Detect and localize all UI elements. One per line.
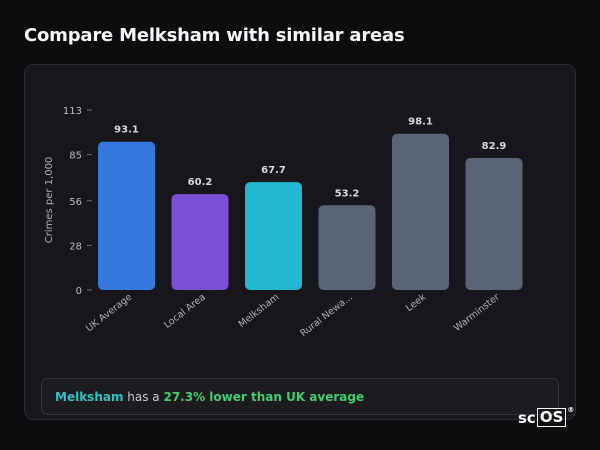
x-tick-label: Rural Newa... bbox=[298, 292, 355, 340]
bar bbox=[392, 133, 449, 290]
data-label: 53.2 bbox=[335, 188, 360, 199]
summary-area-name: Melksham bbox=[55, 390, 124, 404]
data-label: 93.1 bbox=[114, 125, 139, 136]
x-tick-label: Local Area bbox=[162, 292, 208, 331]
brand-logo-boxed: OS bbox=[536, 408, 567, 427]
y-tick-label: 56 bbox=[69, 197, 82, 208]
x-tick-label: Melksham bbox=[237, 292, 282, 330]
bar bbox=[98, 141, 155, 290]
data-label: 67.7 bbox=[261, 165, 286, 176]
summary-bar: Melksham has a 27.3% lower than UK avera… bbox=[41, 378, 559, 415]
x-tick-label: UK Average bbox=[84, 292, 134, 335]
bar bbox=[245, 182, 302, 290]
x-tick-label: Leek bbox=[404, 291, 429, 314]
x-tick-label: Warminster bbox=[452, 292, 502, 334]
bar bbox=[318, 205, 376, 290]
registered-mark: ® bbox=[567, 405, 575, 414]
summary-connector: has a bbox=[123, 390, 164, 404]
bar bbox=[465, 157, 523, 290]
data-label: 82.9 bbox=[482, 141, 507, 152]
data-label: 98.1 bbox=[408, 117, 433, 128]
y-axis-label: Crimes per 1,000 bbox=[44, 157, 55, 244]
brand-logo: sc OS ® bbox=[518, 405, 575, 427]
y-tick-label: 85 bbox=[69, 151, 82, 162]
y-tick-label: 28 bbox=[69, 241, 82, 252]
y-tick-label: 113 bbox=[63, 106, 82, 117]
y-tick-label: 0 bbox=[76, 286, 82, 297]
data-label: 60.2 bbox=[188, 177, 213, 188]
brand-logo-prefix: sc bbox=[518, 408, 536, 427]
summary-difference: 27.3% lower than UK average bbox=[163, 390, 365, 404]
page-title: Compare Melksham with similar areas bbox=[24, 25, 405, 46]
bar bbox=[171, 194, 229, 290]
